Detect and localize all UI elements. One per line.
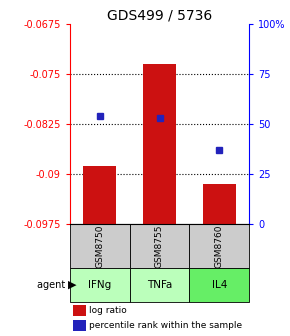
- Text: agent: agent: [37, 280, 68, 290]
- Bar: [189, 268, 249, 301]
- Bar: [203, 184, 236, 224]
- Bar: [73, 305, 86, 316]
- Bar: [189, 224, 249, 268]
- Bar: [83, 166, 116, 224]
- Bar: [70, 268, 130, 301]
- Text: IFNg: IFNg: [88, 280, 111, 290]
- Text: percentile rank within the sample: percentile rank within the sample: [89, 321, 242, 330]
- Text: GSM8755: GSM8755: [155, 224, 164, 268]
- Text: GSM8750: GSM8750: [95, 224, 104, 268]
- Bar: [130, 224, 189, 268]
- Bar: [143, 64, 176, 224]
- Text: GSM8760: GSM8760: [215, 224, 224, 268]
- Text: IL4: IL4: [212, 280, 227, 290]
- Text: TNFa: TNFa: [147, 280, 172, 290]
- Bar: [130, 268, 189, 301]
- Title: GDS499 / 5736: GDS499 / 5736: [107, 8, 212, 23]
- Text: log ratio: log ratio: [89, 306, 127, 315]
- Bar: [73, 320, 86, 331]
- Bar: [70, 224, 130, 268]
- Text: ▶: ▶: [68, 280, 77, 290]
